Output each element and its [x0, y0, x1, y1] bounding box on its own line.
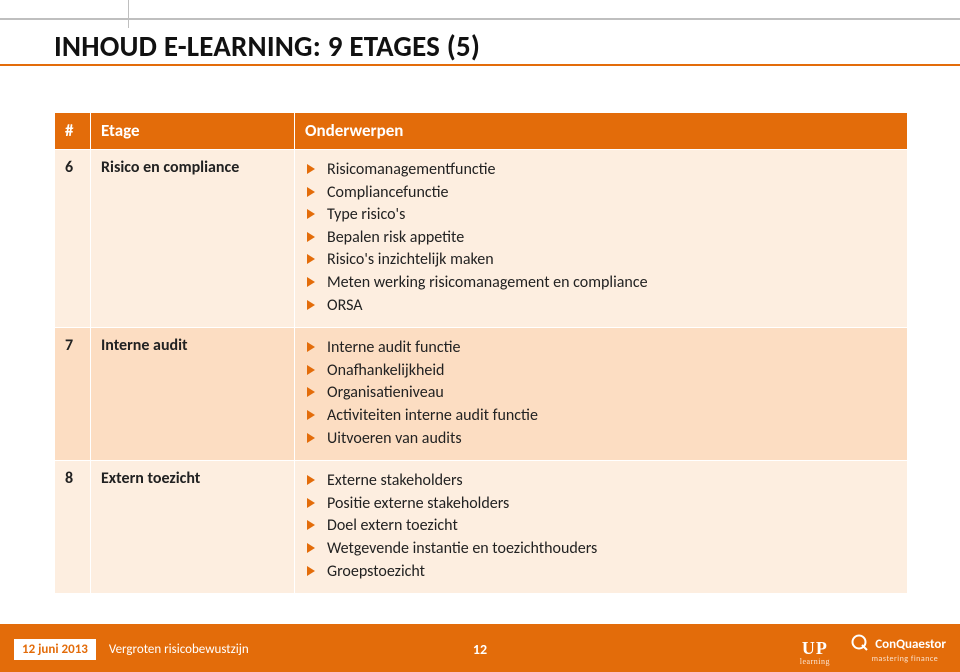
- topic-text: ORSA: [327, 296, 363, 315]
- triangle-bullet-icon: [307, 520, 315, 530]
- topic-text: Onafhankelijkheid: [327, 361, 444, 380]
- topic-item: Onafhankelijkheid: [307, 360, 897, 382]
- topic-text: Interne audit functie: [327, 338, 460, 357]
- triangle-bullet-icon: [307, 498, 315, 508]
- row-etage: Extern toezicht: [91, 461, 295, 594]
- triangle-bullet-icon: [307, 475, 315, 485]
- logo-up-small: learning: [800, 657, 830, 666]
- topic-text: Externe stakeholders: [327, 471, 463, 490]
- title-block: INHOUD E-LEARNING: 9 ETAGES (5): [54, 28, 488, 64]
- row-num: 6: [55, 150, 91, 328]
- topic-text: Uitvoeren van audits: [327, 429, 462, 448]
- triangle-bullet-icon: [307, 232, 315, 242]
- row-num: 7: [55, 328, 91, 461]
- triangle-bullet-icon: [307, 300, 315, 310]
- title-underline: [0, 64, 960, 66]
- topic-text: Meten werking risicomanagement en compli…: [327, 273, 648, 292]
- header-etage: Etage: [91, 113, 295, 150]
- triangle-bullet-icon: [307, 433, 315, 443]
- logo-up: UP learning: [800, 638, 830, 666]
- table-header-row: # Etage Onderwerpen: [55, 113, 908, 150]
- table-row: 8Extern toezicht Externe stakeholders Posi…: [55, 461, 908, 594]
- header-num: #: [55, 113, 91, 150]
- topic-item: Organisatieniveau: [307, 382, 897, 404]
- slide: INHOUD E-LEARNING: 9 ETAGES (5) # Etage …: [0, 0, 960, 672]
- topic-item: Activiteiten interne audit functie: [307, 405, 897, 427]
- logo-conquaestor: ConQuaestor mastering finance: [850, 633, 946, 664]
- topic-item: Risico's inzichtelijk maken: [307, 249, 897, 271]
- logo-cq-icon: [850, 633, 868, 656]
- footer: 12 juni 2013 Vergroten risicobewustzijn …: [0, 624, 960, 672]
- topic-text: Risicomanagementfunctie: [327, 160, 495, 179]
- topic-item: Positie externe stakeholders: [307, 493, 897, 515]
- topic-item: Groepstoezicht: [307, 561, 897, 583]
- triangle-bullet-icon: [307, 410, 315, 420]
- topic-text: Positie externe stakeholders: [327, 494, 509, 513]
- triangle-bullet-icon: [307, 187, 315, 197]
- triangle-bullet-icon: [307, 164, 315, 174]
- topic-item: Compliancefunctie: [307, 182, 897, 204]
- topic-text: Doel extern toezicht: [327, 516, 458, 535]
- logo-up-big: UP: [802, 638, 828, 658]
- row-num: 8: [55, 461, 91, 594]
- row-topics: Externe stakeholders Positie externe stak…: [295, 461, 908, 594]
- topic-item: Interne audit functie: [307, 337, 897, 359]
- topic-text: Bepalen risk appetite: [327, 228, 464, 247]
- triangle-bullet-icon: [307, 254, 315, 264]
- topic-item: ORSA: [307, 295, 897, 317]
- triangle-bullet-icon: [307, 543, 315, 553]
- triangle-bullet-icon: [307, 277, 315, 287]
- table-row: 6Risico en complianceRisicomanagementfun…: [55, 150, 908, 328]
- triangle-bullet-icon: [307, 209, 315, 219]
- triangle-bullet-icon: [307, 566, 315, 576]
- topic-item: Type risico's: [307, 204, 897, 226]
- row-topics: Risicomanagementfunctie Compliancefunctie…: [295, 150, 908, 328]
- topic-text: Activiteiten interne audit functie: [327, 406, 538, 425]
- row-etage: Risico en compliance: [91, 150, 295, 328]
- topic-text: Groepstoezicht: [327, 562, 425, 581]
- topic-item: Uitvoeren van audits: [307, 428, 897, 450]
- top-rule: [0, 18, 960, 20]
- header-topics: Onderwerpen: [295, 113, 908, 150]
- topic-item: Externe stakeholders: [307, 470, 897, 492]
- topic-item: Bepalen risk appetite: [307, 227, 897, 249]
- content-table: # Etage Onderwerpen 6Risico en complianc…: [54, 112, 908, 594]
- table-row: 7Interne audit Interne audit functie Onafh…: [55, 328, 908, 461]
- topic-text: Organisatieniveau: [327, 383, 444, 402]
- topic-item: Wetgevende instantie en toezichthouders: [307, 538, 897, 560]
- logo-cq-name: ConQuaestor: [875, 637, 946, 652]
- topic-item: Doel extern toezicht: [307, 515, 897, 537]
- triangle-bullet-icon: [307, 365, 315, 375]
- topic-text: Wetgevende instantie en toezichthouders: [327, 539, 597, 558]
- page-title: INHOUD E-LEARNING: 9 ETAGES (5): [54, 28, 480, 64]
- row-etage: Interne audit: [91, 328, 295, 461]
- topic-text: Type risico's: [327, 205, 405, 224]
- triangle-bullet-icon: [307, 342, 315, 352]
- topic-text: Compliancefunctie: [327, 183, 449, 202]
- triangle-bullet-icon: [307, 387, 315, 397]
- row-topics: Interne audit functie Onafhankelijkheid Or…: [295, 328, 908, 461]
- topic-item: Risicomanagementfunctie: [307, 159, 897, 181]
- logo-cq-tag: mastering finance: [872, 654, 946, 664]
- topic-item: Meten werking risicomanagement en compli…: [307, 272, 897, 294]
- topic-text: Risico's inzichtelijk maken: [327, 250, 494, 269]
